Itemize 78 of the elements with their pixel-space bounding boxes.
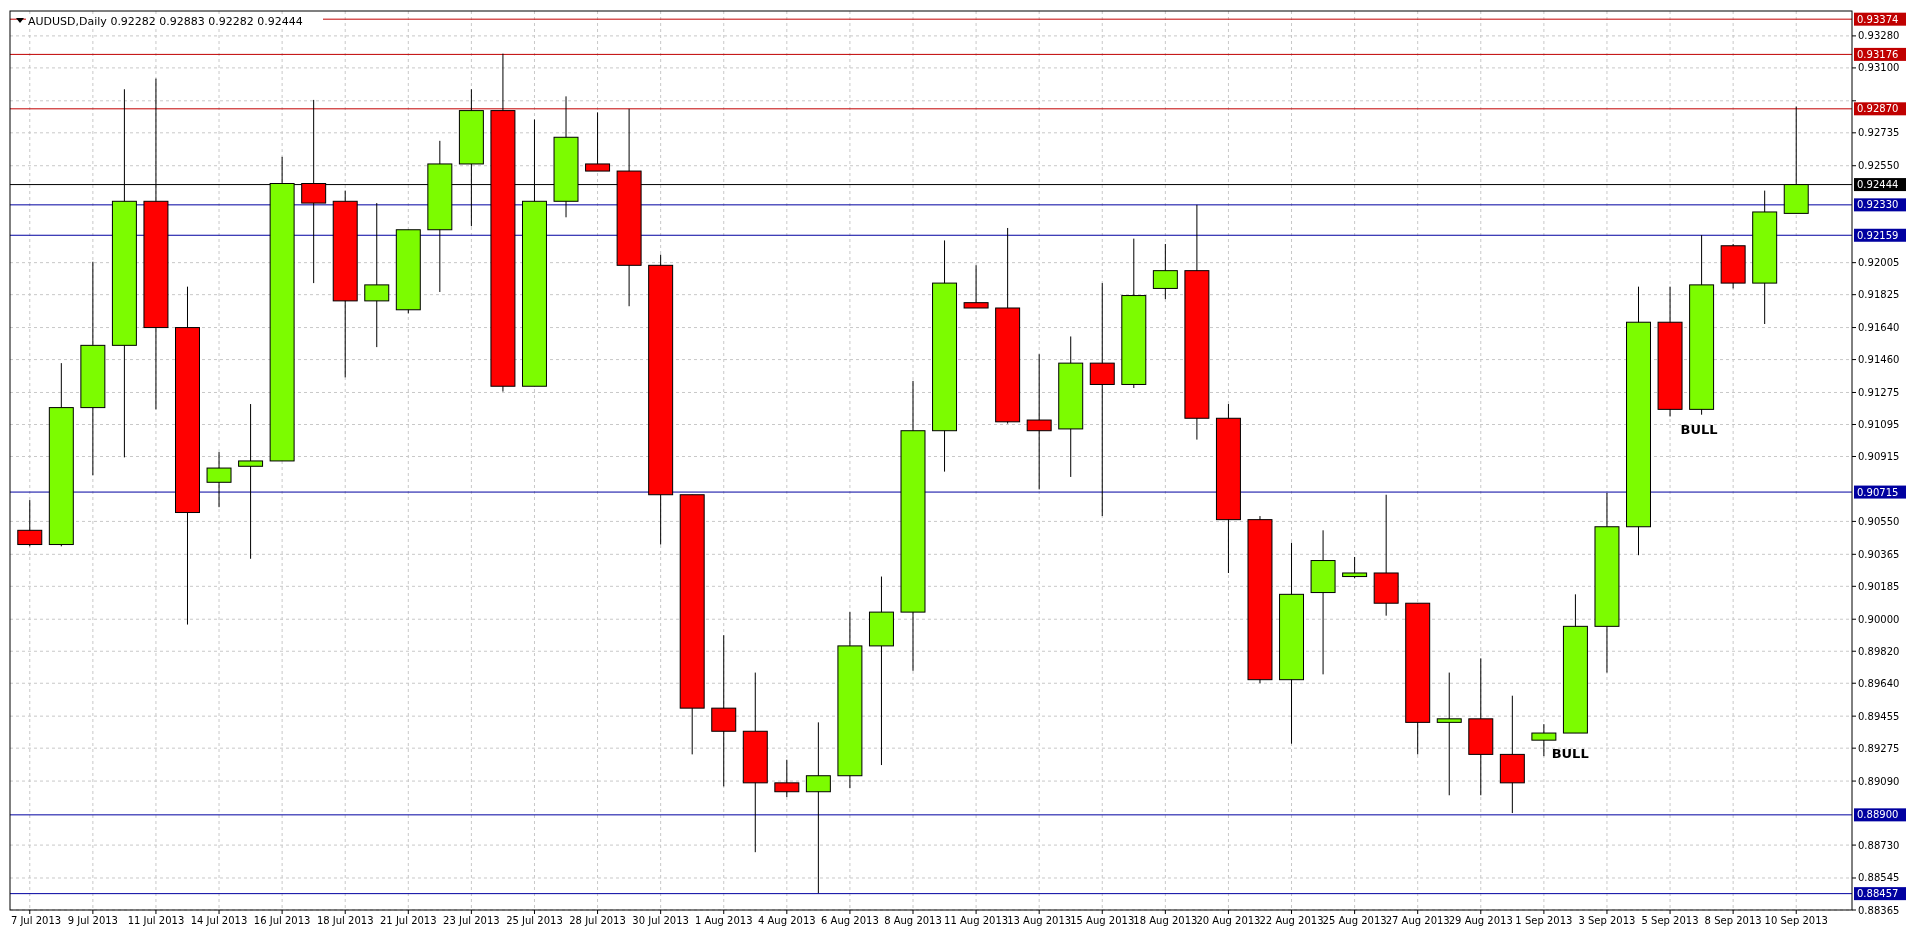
candlestick: [238, 403, 264, 560]
x-tick-label: 1 Sep 2013: [1515, 915, 1573, 926]
x-tick-label: 10 Sep 2013: [1764, 915, 1828, 926]
x-tick-label: 18 Jul 2013: [316, 915, 374, 926]
y-tick-label: 0.91640: [1858, 322, 1900, 334]
candlestick: [206, 451, 232, 508]
ref-line-label: 0.88900: [1857, 809, 1899, 821]
x-tick-label: 27 Aug 2013: [1385, 915, 1450, 926]
candlestick: [1436, 672, 1462, 796]
candlestick: [364, 202, 390, 348]
chart-title: AUDUSD,Daily 0.92282 0.92883 0.92282 0.92444: [28, 15, 303, 28]
x-tick-label: 14 Jul 2013: [190, 915, 248, 926]
x-tick-label: 18 Aug 2013: [1133, 915, 1198, 926]
ref-line-label: 0.90715: [1857, 486, 1899, 498]
ref-line-label: 0.92159: [1857, 229, 1899, 241]
x-tick-label: 3 Sep 2013: [1578, 915, 1636, 926]
ref-line-label: 0.93176: [1857, 48, 1899, 60]
y-tick-label: 0.90550: [1858, 515, 1900, 527]
candlestick: [17, 499, 43, 547]
x-tick-label: 22 Aug 2013: [1259, 915, 1324, 926]
x-tick-label: 21 Jul 2013: [379, 915, 437, 926]
y-tick-label: 0.89820: [1858, 645, 1900, 657]
x-tick-label: 25 Aug 2013: [1322, 915, 1387, 926]
candlestick: [963, 264, 989, 309]
y-tick-label: 0.91095: [1858, 418, 1900, 430]
y-tick-label: 0.89640: [1858, 677, 1900, 689]
ref-line-label: 0.92330: [1857, 199, 1899, 211]
y-tick-label: 0.89455: [1858, 710, 1900, 722]
ref-line-label: 0.92870: [1857, 103, 1899, 115]
x-tick-label: 29 Aug 2013: [1448, 915, 1513, 926]
ref-line-label: 0.93374: [1857, 13, 1899, 25]
y-tick-label: 0.90185: [1858, 580, 1900, 592]
x-tick-label: 23 Jul 2013: [443, 915, 500, 926]
y-tick-label: 0.91460: [1858, 354, 1900, 366]
candlestick: [585, 111, 611, 172]
annotation: BULL: [1551, 746, 1589, 762]
x-tick-label: 15 Aug 2013: [1070, 915, 1135, 926]
y-tick-label: 0.90365: [1858, 548, 1900, 560]
x-tick-label: 25 Jul 2013: [506, 915, 563, 926]
x-tick-label: 20 Aug 2013: [1196, 915, 1261, 926]
x-tick-label: 9 Jul 2013: [67, 915, 118, 926]
candlestick: [711, 634, 737, 787]
x-tick-label: 8 Aug 2013: [884, 915, 942, 926]
y-tick-label: 0.88730: [1858, 839, 1900, 851]
y-tick-label: 0.93100: [1858, 62, 1900, 74]
candlestick: [1026, 353, 1052, 490]
y-tick-label: 0.89275: [1858, 742, 1900, 754]
annotation: BULL: [1680, 421, 1718, 437]
x-tick-label: 7 Jul 2013: [10, 915, 62, 926]
y-tick-label: 0.90915: [1858, 451, 1900, 462]
x-tick-label: 28 Jul 2013: [569, 915, 626, 926]
y-tick-label: 0.92550: [1858, 160, 1900, 172]
x-tick-label: 1 Aug 2013: [694, 915, 753, 926]
y-tick-label: 0.93280: [1858, 30, 1900, 42]
x-tick-label: 11 Aug 2013: [944, 915, 1009, 926]
y-tick-label: 0.88365: [1858, 904, 1900, 916]
y-tick-label: 0.90000: [1858, 613, 1900, 625]
ref-line-label: 0.92444: [1857, 179, 1899, 191]
candlestick: [1152, 243, 1178, 300]
y-tick-label: 0.91825: [1858, 289, 1900, 301]
x-tick-label: 11 Jul 2013: [127, 915, 185, 926]
y-tick-label: 0.92005: [1858, 257, 1900, 269]
y-tick-label: 0.88545: [1858, 872, 1900, 884]
candlestick: [1089, 282, 1115, 517]
candlestick: [805, 721, 831, 894]
x-tick-label: 30 Jul 2013: [632, 915, 689, 926]
candlestick: [1342, 556, 1368, 579]
y-tick-label: 0.91275: [1858, 386, 1900, 398]
y-tick-label: 0.89090: [1858, 775, 1900, 787]
ref-line-label: 0.88457: [1857, 888, 1899, 900]
x-tick-label: 6 Aug 2013: [821, 915, 879, 926]
candlestick: [774, 759, 800, 798]
x-tick-label: 5 Sep 2013: [1641, 915, 1699, 926]
y-tick-label: 0.92735: [1858, 127, 1900, 139]
x-tick-label: 16 Jul 2013: [253, 915, 311, 926]
x-tick-label: 4 Aug 2013: [757, 915, 816, 926]
x-tick-label: 13 Aug 2013: [1007, 915, 1072, 926]
x-tick-label: 8 Sep 2013: [1704, 915, 1762, 926]
